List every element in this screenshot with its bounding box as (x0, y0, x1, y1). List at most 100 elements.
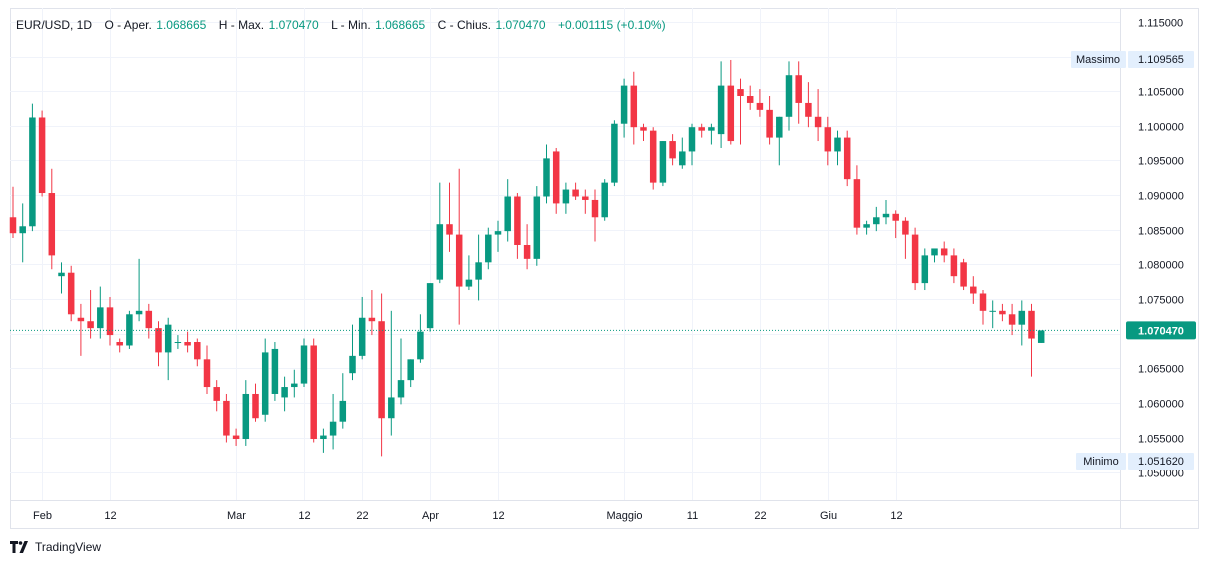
candle-body (310, 345, 317, 440)
candle-body (349, 355, 356, 374)
candle-body (669, 141, 676, 159)
candle-body (87, 321, 94, 329)
candle-body (572, 189, 579, 197)
price-axis[interactable]: 1.1150001.1100001.1050001.1000001.095000… (1138, 18, 1184, 480)
candle-body (601, 182, 608, 218)
candle (184, 331, 191, 353)
candle (116, 338, 123, 353)
candle (970, 276, 977, 304)
max-badge-value: 1.109565 (1138, 54, 1184, 66)
candle-body (611, 123, 618, 183)
candle (417, 314, 424, 363)
candle-body (397, 380, 405, 398)
y-tick-label: 1.065000 (1138, 364, 1184, 376)
candle (950, 248, 958, 284)
time-axis[interactable]: Feb 12 Mar 12 22 Apr 12 Maggio 11 22 Giu 12 (33, 510, 903, 522)
candle-body (940, 248, 948, 256)
brand[interactable]: TradingView (10, 538, 101, 556)
candle (1008, 303, 1016, 336)
candle-body (960, 262, 967, 287)
candle (242, 380, 250, 446)
candle (58, 262, 65, 294)
candle-body (388, 397, 395, 419)
candle-body (504, 196, 511, 232)
candle (232, 428, 240, 446)
candle-body (756, 102, 764, 110)
candle-body (242, 393, 250, 440)
y-tick-label: 1.095000 (1138, 156, 1184, 168)
candle-body (329, 421, 337, 436)
x-tick-label: Feb (33, 510, 52, 522)
candle (960, 258, 967, 291)
brand-name: TradingView (35, 540, 102, 554)
candle (640, 123, 647, 142)
candle-body (708, 127, 715, 131)
candle-body (950, 255, 958, 277)
candle (795, 61, 802, 124)
candle (688, 123, 696, 166)
candle-body (77, 317, 85, 322)
candle-body (717, 85, 725, 135)
candle (582, 189, 589, 214)
x-tick-label: Giu (820, 510, 837, 522)
candle-body (1028, 310, 1035, 339)
y-tick-label: 1.080000 (1138, 260, 1184, 272)
candle-body (378, 321, 385, 419)
candle-body (591, 199, 599, 218)
candle-body (843, 137, 851, 180)
candle-body (552, 151, 560, 204)
candle-body (126, 314, 133, 346)
candle-body (358, 317, 366, 356)
candle-body (67, 272, 75, 315)
candle (203, 345, 211, 394)
candle-body (252, 393, 259, 419)
candle-body (533, 196, 541, 259)
candle (717, 61, 725, 148)
candle-body (465, 279, 473, 287)
candle-body (863, 224, 870, 228)
candle (164, 317, 172, 381)
candle-body (223, 400, 230, 436)
candle (863, 220, 870, 235)
candle (979, 290, 987, 325)
candle-body (174, 342, 182, 344)
candle (261, 338, 269, 422)
candle-body (921, 255, 929, 284)
candle-body (795, 75, 802, 103)
candle (271, 342, 279, 401)
candle-body (727, 85, 735, 142)
candle-body (649, 130, 657, 183)
tradingview-logo-icon (10, 541, 28, 553)
candle (591, 189, 599, 242)
candle (358, 296, 366, 360)
x-tick-label: Maggio (606, 510, 642, 522)
candle (776, 116, 783, 166)
legend-symbol: EUR/USD, 1D (16, 18, 92, 32)
candle-body (155, 328, 162, 353)
candle (940, 241, 948, 263)
candle (281, 376, 288, 412)
candle-body (640, 127, 647, 131)
candle (397, 338, 405, 405)
candle-body (417, 331, 424, 360)
candle (669, 134, 676, 166)
candle-body (184, 342, 191, 346)
candle-body (805, 102, 812, 117)
candle-body (698, 127, 705, 131)
candle-body (106, 307, 114, 336)
candle (19, 203, 26, 263)
candle-body (814, 116, 822, 128)
candle (320, 428, 327, 453)
candle (824, 116, 832, 166)
y-tick-label: 1.055000 (1138, 434, 1184, 446)
candle-body (931, 248, 938, 256)
candle-body (902, 220, 909, 235)
candle (746, 85, 754, 110)
candle-body (164, 324, 172, 353)
candle-body (911, 234, 919, 284)
candle-body (1008, 314, 1016, 325)
candle-body (776, 116, 783, 138)
candle (329, 393, 337, 450)
